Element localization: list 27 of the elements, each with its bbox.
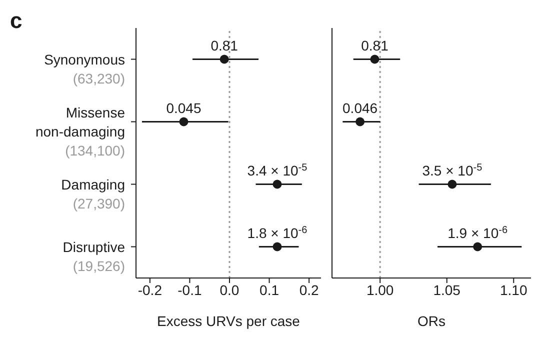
annotation: 0.81 [361,37,389,54]
x-tick-label: -0.1 [178,282,202,298]
x-tick-label: 0.0 [220,282,240,298]
x-tick-label: -0.2 [138,282,162,298]
y-tick-label: Missense non-damaging (134,100) [35,104,126,158]
point [473,242,482,252]
chart-title: c [10,8,22,34]
point [448,180,457,189]
annotation: 1.9 × 10$^{-6}$ [448,224,508,241]
annotation: 0.045 [166,100,202,116]
point [356,117,365,126]
x-axis-title: Excess URVs per case [157,313,300,329]
x-axis-title: ORs [418,313,446,329]
x-tick-label: 1.05 [433,282,461,298]
annotation: 3.5 × 10$^{-5}$ [422,162,483,178]
annotation: 0.046 [342,100,378,116]
x-tick-label: 0.1 [260,282,280,298]
y-tick-label: Disruptive (19,526) [62,238,126,274]
y-tick-label: Synonymous (63,230) [44,51,125,86]
x-tick-label: 1.10 [500,282,528,298]
annotation: 3.4 × 10$^{-5}$ [247,162,308,178]
x-tick-label: 0.2 [299,282,320,298]
annotation: 0.81 [210,37,238,54]
annotation: 1.8 × 10$^{-6}$ [247,224,308,241]
y-tick-label: Damaging (27,390) [61,176,125,212]
x-tick-label: 1.00 [366,282,394,298]
point [370,54,380,64]
